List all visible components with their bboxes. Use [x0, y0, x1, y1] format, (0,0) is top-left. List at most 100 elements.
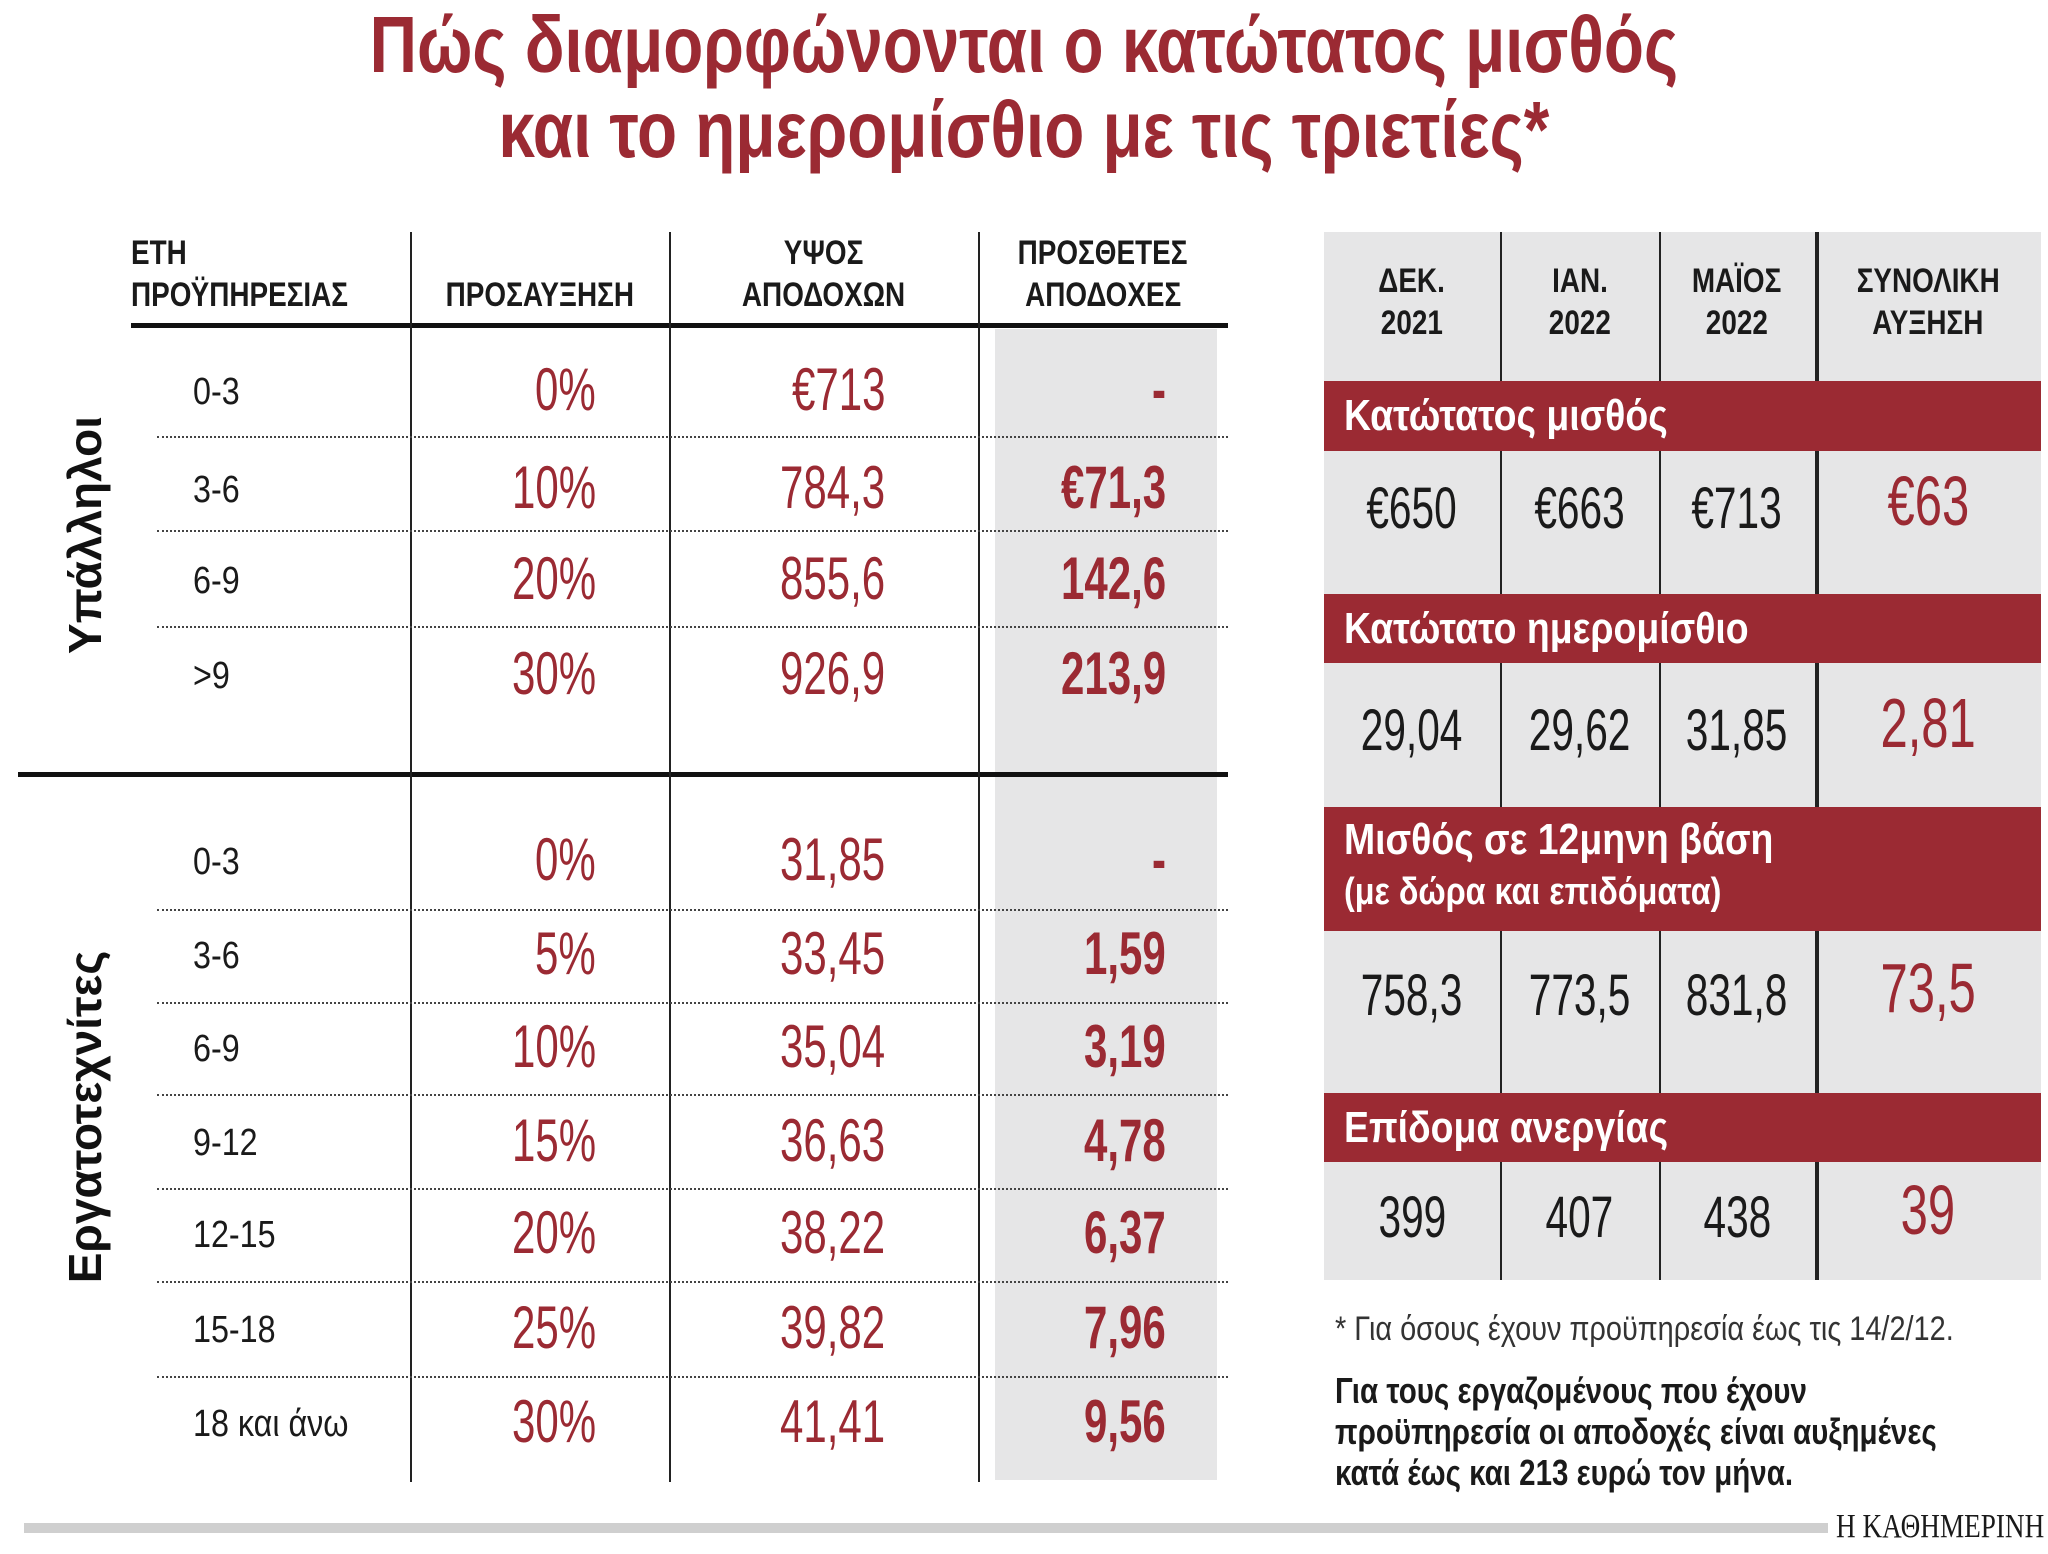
- row-extra: -: [1152, 356, 1166, 423]
- row-years: 3-6: [193, 935, 240, 977]
- group-label-employees: Υπάλληλοι: [59, 415, 111, 655]
- section-value: 29,04: [1361, 698, 1463, 763]
- header-amount: ΥΨΟΣ ΑΠΟΔΟΧΩΝ: [741, 234, 906, 314]
- header-increase: ΠΡΟΣΑΥΞΗΣΗ: [445, 276, 634, 314]
- row-separator: [157, 530, 1228, 532]
- row-increase: 20%: [511, 1199, 596, 1266]
- row-increase: 30%: [511, 640, 596, 707]
- row-separator: [157, 1002, 1228, 1004]
- row-years: 0-3: [193, 841, 240, 883]
- row-separator: [157, 1376, 1228, 1378]
- column-divider: [1500, 451, 1502, 594]
- row-extra: 213,9: [1060, 640, 1166, 707]
- section-value: 773,5: [1528, 963, 1631, 1028]
- section-value: 31,85: [1686, 698, 1788, 763]
- column-divider: [1659, 1162, 1661, 1280]
- row-increase: 15%: [511, 1107, 596, 1174]
- row-increase: 0%: [535, 826, 596, 893]
- column-divider: [1659, 451, 1661, 594]
- section-value: 407: [1545, 1185, 1614, 1250]
- row-amount: 36,63: [779, 1107, 885, 1174]
- row-years: 9-12: [193, 1122, 258, 1164]
- row-extra: 142,6: [1060, 545, 1166, 612]
- row-increase: 10%: [511, 1013, 596, 1080]
- section-value: €713: [1691, 476, 1783, 541]
- row-years: 6-9: [193, 1028, 240, 1070]
- row-years: 3-6: [193, 469, 240, 511]
- row-years: 15-18: [193, 1309, 276, 1351]
- group-divider: [18, 772, 1228, 777]
- title-line-1: Πώς διαμορφώνονται ο κατώτατος μισθός: [369, 0, 1679, 89]
- section-value: 438: [1703, 1185, 1771, 1250]
- column-divider: [978, 232, 980, 1482]
- row-separator: [157, 1094, 1228, 1096]
- row-separator: [157, 1281, 1228, 1283]
- row-separator: [157, 436, 1228, 438]
- right-header-3: ΣΥΝΟΛΙΚΗ ΑΥΞΗΣΗ: [1856, 262, 2000, 342]
- column-divider: [410, 232, 412, 1482]
- column-divider: [1500, 1162, 1502, 1280]
- summary-text: Για τους εργαζομένους που έχουν προϋπηρε…: [1335, 1370, 1937, 1493]
- section-title-bar: Μισθός σε 12μηνη βάση (με δώρα και επιδόμ…: [1324, 807, 2041, 931]
- column-divider: [1659, 663, 1661, 807]
- row-extra: -: [1152, 826, 1166, 893]
- row-years: 12-15: [193, 1214, 276, 1256]
- row-extra: 6,37: [1084, 1199, 1166, 1266]
- row-extra: 4,78: [1084, 1107, 1166, 1174]
- row-extra: 7,96: [1084, 1294, 1166, 1361]
- footnote: * Για όσους έχουν προϋπηρεσία έως τις 14…: [1335, 1310, 1954, 1348]
- row-extra: 3,19: [1084, 1013, 1166, 1080]
- column-divider: [1500, 232, 1502, 381]
- column-divider: [1659, 931, 1661, 1093]
- row-amount: 784,3: [779, 454, 885, 521]
- column-divider: [1500, 931, 1502, 1093]
- column-divider: [669, 232, 671, 1482]
- row-increase: 5%: [535, 920, 596, 987]
- section-value: €650: [1366, 476, 1458, 541]
- section-value: 39: [1900, 1171, 1956, 1249]
- row-increase: 10%: [511, 454, 596, 521]
- column-divider: [1815, 451, 1819, 594]
- column-divider: [1659, 232, 1661, 381]
- row-amount: 41,41: [779, 1388, 885, 1455]
- section-value: 2,81: [1880, 684, 1976, 762]
- logo: Η ΚΑΘΗΜΕΡΙΝΗ: [1835, 1508, 2044, 1545]
- row-separator: [157, 1188, 1228, 1190]
- section-title-bar: Επίδομα ανεργίας: [1324, 1093, 2041, 1162]
- row-amount: 39,82: [779, 1294, 885, 1361]
- row-years: 6-9: [193, 560, 240, 602]
- section-value: 831,8: [1686, 963, 1788, 1028]
- bottom-rule: [24, 1523, 1828, 1533]
- header-years: ΕΤΗ ΠΡΟΫΠΗΡΕΣΙΑΣ: [131, 234, 349, 314]
- column-divider: [1815, 232, 1819, 381]
- section-title-bar: Κατώτατος μισθός: [1324, 381, 2041, 451]
- row-amount: 33,45: [779, 920, 885, 987]
- header-rule: [131, 323, 1228, 328]
- row-separator: [157, 909, 1228, 911]
- row-separator: [157, 626, 1228, 628]
- section-title-bar: Κατώτατο ημερομίσθιο: [1324, 594, 2041, 663]
- row-years: 18 και άνω: [193, 1403, 349, 1445]
- section-value: €663: [1534, 476, 1625, 541]
- right-header-0: ΔΕΚ. 2021: [1378, 262, 1446, 342]
- column-divider: [1815, 1162, 1819, 1280]
- row-amount: €713: [791, 356, 885, 423]
- section-value: 73,5: [1880, 949, 1976, 1027]
- column-divider: [1815, 663, 1819, 807]
- extra-column-shade: [995, 329, 1217, 1480]
- row-amount: 38,22: [779, 1199, 885, 1266]
- right-header-1: ΙΑΝ. 2022: [1548, 262, 1611, 342]
- section-value: 758,3: [1361, 963, 1463, 1028]
- row-amount: 31,85: [779, 826, 885, 893]
- section-value: €63: [1887, 462, 1969, 540]
- row-increase: 25%: [511, 1294, 596, 1361]
- column-divider: [1815, 931, 1819, 1093]
- row-amount: 926,9: [779, 640, 885, 707]
- title-line-2: και το ημερομίσθιο με τις τριετίες*: [498, 85, 1550, 174]
- row-amount: 35,04: [779, 1013, 885, 1080]
- row-extra: 1,59: [1084, 920, 1166, 987]
- group-label-workers: Εργατοτεχνίτες: [59, 950, 111, 1284]
- right-header-2: ΜΑΪΟΣ 2022: [1692, 262, 1782, 342]
- row-increase: 0%: [535, 356, 596, 423]
- section-value: 399: [1378, 1185, 1446, 1250]
